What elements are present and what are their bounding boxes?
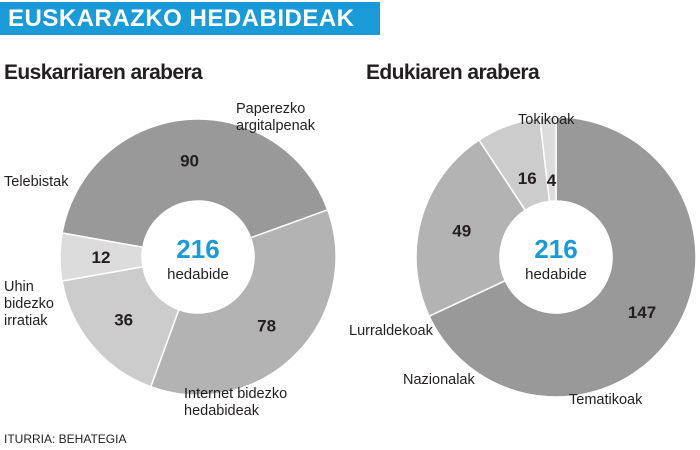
donut-slice	[428, 116, 697, 398]
slice-category-label: Paperezko argitalpenak	[236, 101, 316, 134]
donut-chart-euskarria: 90 78 36 12 Paperezko argitalpenak Internet bi…	[4, 101, 337, 419]
slice-value-label: 16	[518, 169, 537, 188]
donut-slice	[538, 116, 557, 203]
slice-value-label: 147	[628, 303, 656, 322]
slice-category-label: Tokikoak	[518, 112, 575, 128]
slice-value-label: 49	[452, 221, 471, 240]
slice-value-label: 78	[257, 317, 276, 336]
donut-slice	[149, 208, 337, 396]
center-unit: hedabide	[525, 266, 587, 283]
slice-value-label: 12	[92, 248, 111, 267]
slice-category-label-line: Paperezko	[236, 101, 305, 117]
donut-chart-edukia: 147 49 16 4 Tokikoak Tematikoak Nazionalak Lurr…	[349, 112, 697, 408]
slice-category-label-line: argitalpenak	[236, 118, 316, 134]
donut-slice	[59, 232, 144, 282]
slice-category-label: Uhin bidezko irratiak	[4, 279, 54, 329]
slice-category-label-line: Uhin	[4, 279, 34, 295]
center-total: 216	[534, 234, 577, 264]
chart-title-euskarria: Euskarriaren arabera	[4, 61, 203, 84]
chart-title-edukia: Edukiaren arabera	[366, 61, 540, 84]
slice-value-label: 4	[547, 171, 557, 190]
slice-category-label-line: Tematikoak	[569, 392, 643, 408]
slice-category-label-line: hedabideak	[184, 403, 260, 419]
donut-slice	[61, 265, 180, 388]
slice-category-label-line: Tokikoak	[518, 112, 575, 128]
slice-category-label-line: Lurraldekoak	[349, 323, 434, 339]
infographic-title: EUSKARAZKO HEDABIDEAK	[0, 2, 380, 35]
slice-category-label-line: Internet bidezko	[184, 386, 287, 402]
slice-category-label-line: bidezko	[4, 296, 54, 312]
slice-category-label-line: Telebistak	[4, 174, 69, 190]
slice-category-label: Telebistak	[4, 174, 69, 190]
slice-category-label: Internet bidezko hedabideak	[184, 386, 287, 419]
slice-category-label: Lurraldekoak	[349, 323, 434, 339]
slice-category-label: Nazionalak	[403, 372, 475, 388]
source-note: ITURRIA: BEHATEGIA	[4, 432, 127, 446]
slice-category-label-line: Nazionalak	[403, 372, 475, 388]
center-total: 216	[176, 234, 219, 264]
center-unit: hedabide	[167, 266, 229, 283]
donut-slice	[61, 118, 329, 249]
slice-value-label: 36	[114, 310, 133, 329]
donut-slice	[415, 138, 527, 318]
slice-category-label: Tematikoak	[569, 392, 643, 408]
slice-value-label: 90	[180, 151, 199, 170]
slice-category-label-line: irratiak	[4, 313, 48, 329]
